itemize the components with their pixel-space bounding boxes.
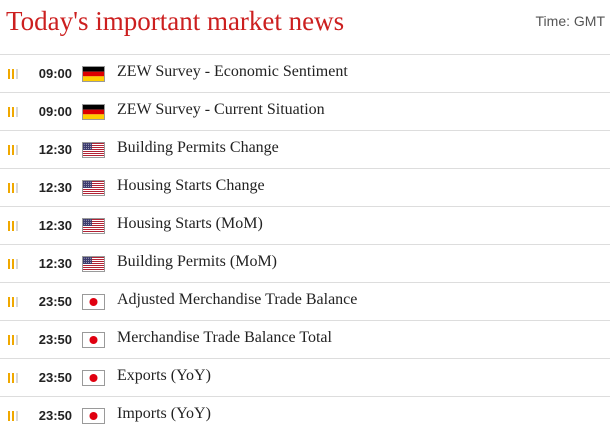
news-row[interactable]: 12:30 Housing Starts Change: [0, 168, 610, 206]
news-row[interactable]: 23:50 Imports (YoY): [0, 396, 610, 434]
jp-flag-icon: [82, 370, 105, 386]
importance-bar: [12, 69, 14, 79]
event-time: 23:50: [38, 332, 72, 347]
importance-icon: [8, 69, 20, 79]
importance-icon: [8, 259, 20, 269]
event-title[interactable]: Exports (YoY): [117, 367, 211, 384]
importance-bar: [8, 69, 10, 79]
event-time: 12:30: [38, 142, 72, 157]
news-row[interactable]: 23:50 Merchandise Trade Balance Total: [0, 320, 610, 358]
event-title[interactable]: Adjusted Merchandise Trade Balance: [117, 291, 358, 308]
importance-bar: [8, 373, 10, 383]
importance-bar: [8, 183, 10, 193]
timezone-label: Time: GMT: [535, 13, 605, 29]
importance-bar: [12, 183, 14, 193]
importance-icon: [8, 107, 20, 117]
importance-bar: [16, 107, 18, 117]
event-title[interactable]: Building Permits Change: [117, 139, 279, 156]
importance-bar: [12, 335, 14, 345]
importance-bar: [12, 373, 14, 383]
importance-bar: [16, 259, 18, 269]
importance-bar: [16, 221, 18, 231]
news-row[interactable]: 23:50 Exports (YoY): [0, 358, 610, 396]
importance-bar: [8, 335, 10, 345]
event-title[interactable]: Housing Starts (MoM): [117, 215, 263, 232]
event-time: 23:50: [38, 294, 72, 309]
news-row[interactable]: 12:30 Housing Starts (MoM): [0, 206, 610, 244]
de-flag-icon: [82, 104, 105, 120]
importance-bar: [16, 69, 18, 79]
importance-icon: [8, 335, 20, 345]
importance-bar: [8, 221, 10, 231]
event-time: 23:50: [38, 408, 72, 423]
importance-bar: [8, 107, 10, 117]
importance-bar: [8, 411, 10, 421]
jp-flag-icon: [82, 408, 105, 424]
importance-bar: [12, 221, 14, 231]
news-list: 09:00 ZEW Survey - Economic Sentiment 09:0…: [0, 54, 610, 434]
news-row[interactable]: 12:30 Building Permits (MoM): [0, 244, 610, 282]
importance-icon: [8, 373, 20, 383]
event-time: 12:30: [38, 256, 72, 271]
event-title[interactable]: ZEW Survey - Economic Sentiment: [117, 63, 348, 80]
importance-bar: [16, 297, 18, 307]
event-title[interactable]: Housing Starts Change: [117, 177, 265, 194]
event-time: 09:00: [38, 66, 72, 81]
importance-bar: [8, 297, 10, 307]
event-time: 12:30: [38, 218, 72, 233]
news-row[interactable]: 12:30 Building Permits Change: [0, 130, 610, 168]
importance-bar: [16, 183, 18, 193]
header: Today's important market news Time: GMT: [0, 0, 610, 54]
us-flag-icon: [82, 218, 105, 234]
importance-bar: [12, 297, 14, 307]
importance-bar: [16, 145, 18, 155]
importance-bar: [16, 335, 18, 345]
news-row[interactable]: 09:00 ZEW Survey - Current Situation: [0, 92, 610, 130]
importance-bar: [12, 259, 14, 269]
news-row[interactable]: 09:00 ZEW Survey - Economic Sentiment: [0, 54, 610, 92]
event-time: 09:00: [38, 104, 72, 119]
event-title[interactable]: Merchandise Trade Balance Total: [117, 329, 332, 346]
importance-icon: [8, 221, 20, 231]
event-title[interactable]: Imports (YoY): [117, 405, 211, 422]
importance-bar: [8, 259, 10, 269]
news-row[interactable]: 23:50 Adjusted Merchandise Trade Balance: [0, 282, 610, 320]
us-flag-icon: [82, 142, 105, 158]
importance-bar: [16, 411, 18, 421]
importance-bar: [8, 145, 10, 155]
importance-icon: [8, 145, 20, 155]
importance-icon: [8, 297, 20, 307]
jp-flag-icon: [82, 294, 105, 310]
event-title[interactable]: ZEW Survey - Current Situation: [117, 101, 325, 118]
page-title: Today's important market news: [6, 6, 345, 36]
importance-bar: [12, 411, 14, 421]
us-flag-icon: [82, 256, 105, 272]
jp-flag-icon: [82, 332, 105, 348]
event-title[interactable]: Building Permits (MoM): [117, 253, 278, 270]
importance-icon: [8, 183, 20, 193]
de-flag-icon: [82, 66, 105, 82]
us-flag-icon: [82, 180, 105, 196]
importance-icon: [8, 411, 20, 421]
importance-bar: [16, 373, 18, 383]
importance-bar: [12, 107, 14, 117]
event-time: 23:50: [38, 370, 72, 385]
importance-bar: [12, 145, 14, 155]
event-time: 12:30: [38, 180, 72, 195]
